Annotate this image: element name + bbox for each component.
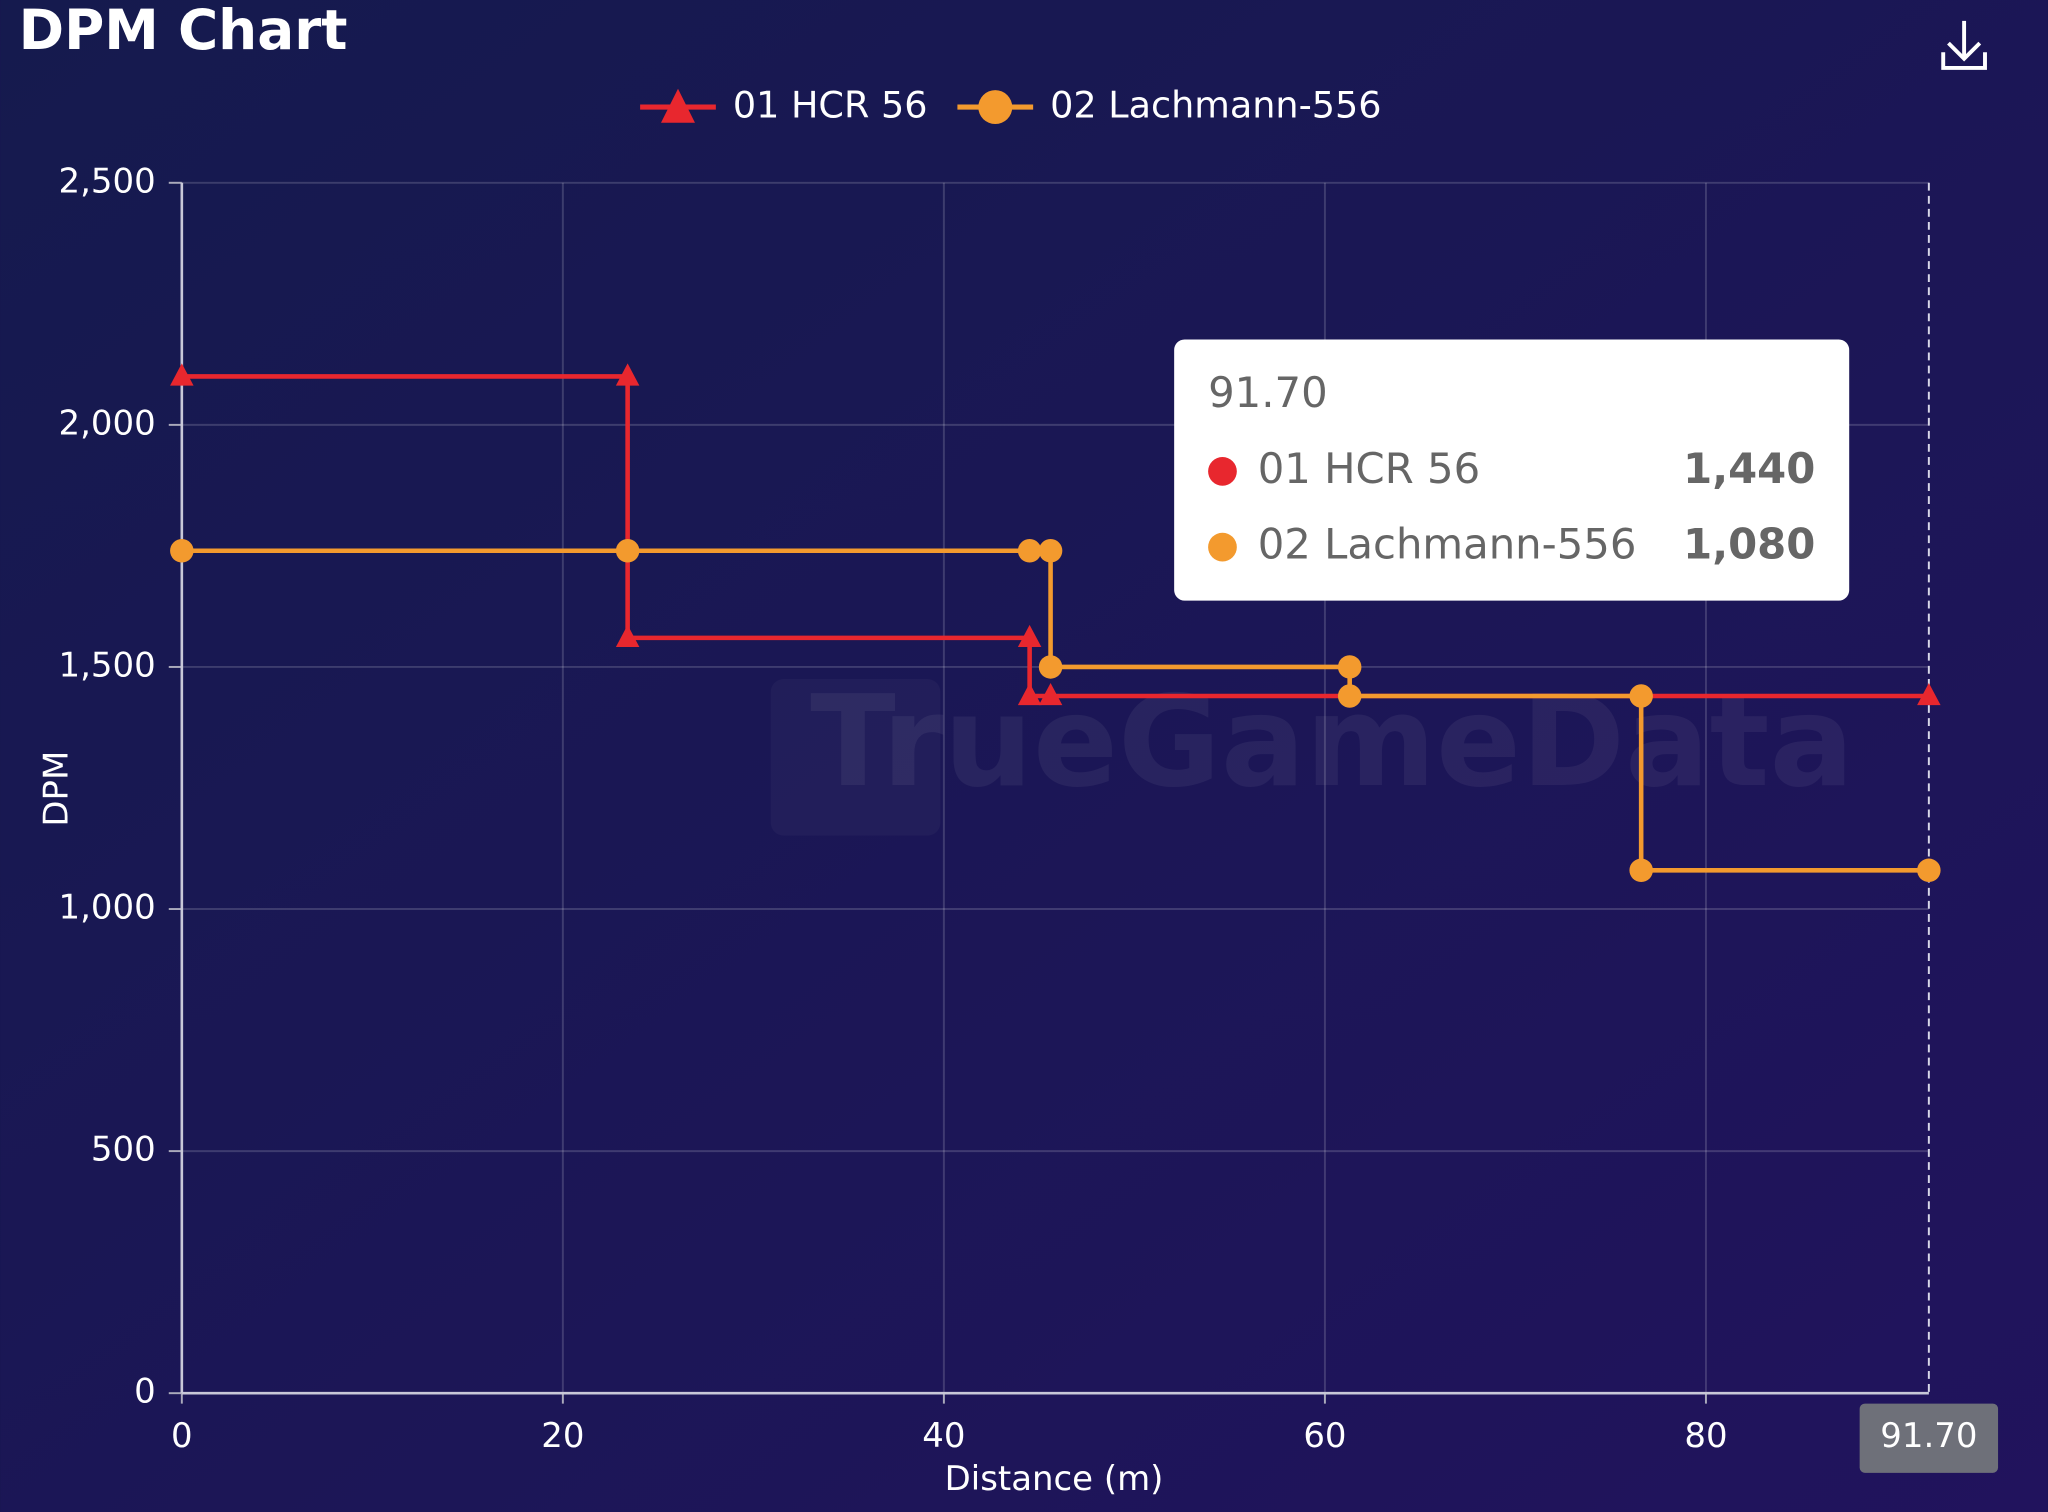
- legend-marker: [661, 88, 695, 123]
- point-marker: [615, 539, 640, 563]
- point-marker: [1038, 539, 1063, 563]
- y-tick-label: 2,500: [59, 161, 156, 201]
- x-tick-label: 40: [922, 1416, 965, 1456]
- point-marker: [1629, 684, 1653, 708]
- point-marker: [615, 624, 640, 648]
- watermark-text: TrueGameData: [810, 669, 1854, 815]
- series-line: [181, 548, 1929, 873]
- axis-pointer-label-box: [1859, 1403, 1999, 1473]
- tooltip-name: 01 HCR 56: [1258, 444, 1480, 493]
- x-tick-label: 0: [171, 1416, 193, 1456]
- point-marker: [1629, 858, 1653, 883]
- point-marker: [1917, 682, 1941, 706]
- x-tick-label: 60: [1303, 1416, 1346, 1456]
- tooltip-dot: [1208, 456, 1237, 486]
- tooltip: 91.70 01 HCR 56 1,440 02 Lachmann-556 1,080: [1174, 339, 1850, 601]
- point-marker: [170, 363, 194, 386]
- legend-label: 02 Lachmann-556: [1050, 84, 1381, 127]
- point-marker: [170, 539, 194, 563]
- point-marker: [1038, 682, 1063, 706]
- x-tick-label: 20: [541, 1416, 584, 1456]
- download-button[interactable]: [1941, 20, 1987, 70]
- watermark: TrueGameData: [810, 669, 1854, 815]
- x-tick-label: 80: [1684, 1416, 1727, 1456]
- tooltip-dot: [1208, 532, 1237, 562]
- axis-pointer-label: 91.70: [1880, 1416, 1977, 1456]
- point-marker: [1017, 539, 1042, 563]
- point-marker: [1017, 682, 1042, 706]
- tooltip-name: 02 Lachmann-556: [1258, 520, 1637, 569]
- y-tick-label: 1,000: [59, 888, 156, 928]
- tooltip-value: 1,080: [1683, 520, 1815, 569]
- legend-marker: [978, 90, 1013, 125]
- y-axis-label: DPM: [36, 751, 76, 827]
- point-marker: [1337, 684, 1362, 708]
- chart-title: DPM Chart: [19, 0, 348, 62]
- tooltip-title: 91.70: [1208, 368, 1328, 417]
- point-marker: [615, 363, 640, 386]
- legend-label: 01 HCR 56: [733, 84, 928, 127]
- y-tick-label: 2,000: [59, 403, 156, 443]
- point-marker: [1337, 655, 1362, 679]
- point-marker: [1917, 858, 1941, 883]
- point-marker: [1017, 624, 1042, 648]
- y-tick-label: 0: [134, 1372, 156, 1412]
- tooltip-value: 1,440: [1683, 444, 1815, 493]
- x-axis-label: Distance (m): [945, 1459, 1164, 1499]
- y-tick-label: 1,500: [59, 645, 156, 685]
- tooltip-box: [1174, 339, 1850, 601]
- y-tick-label: 500: [91, 1130, 156, 1170]
- point-marker: [1038, 655, 1063, 679]
